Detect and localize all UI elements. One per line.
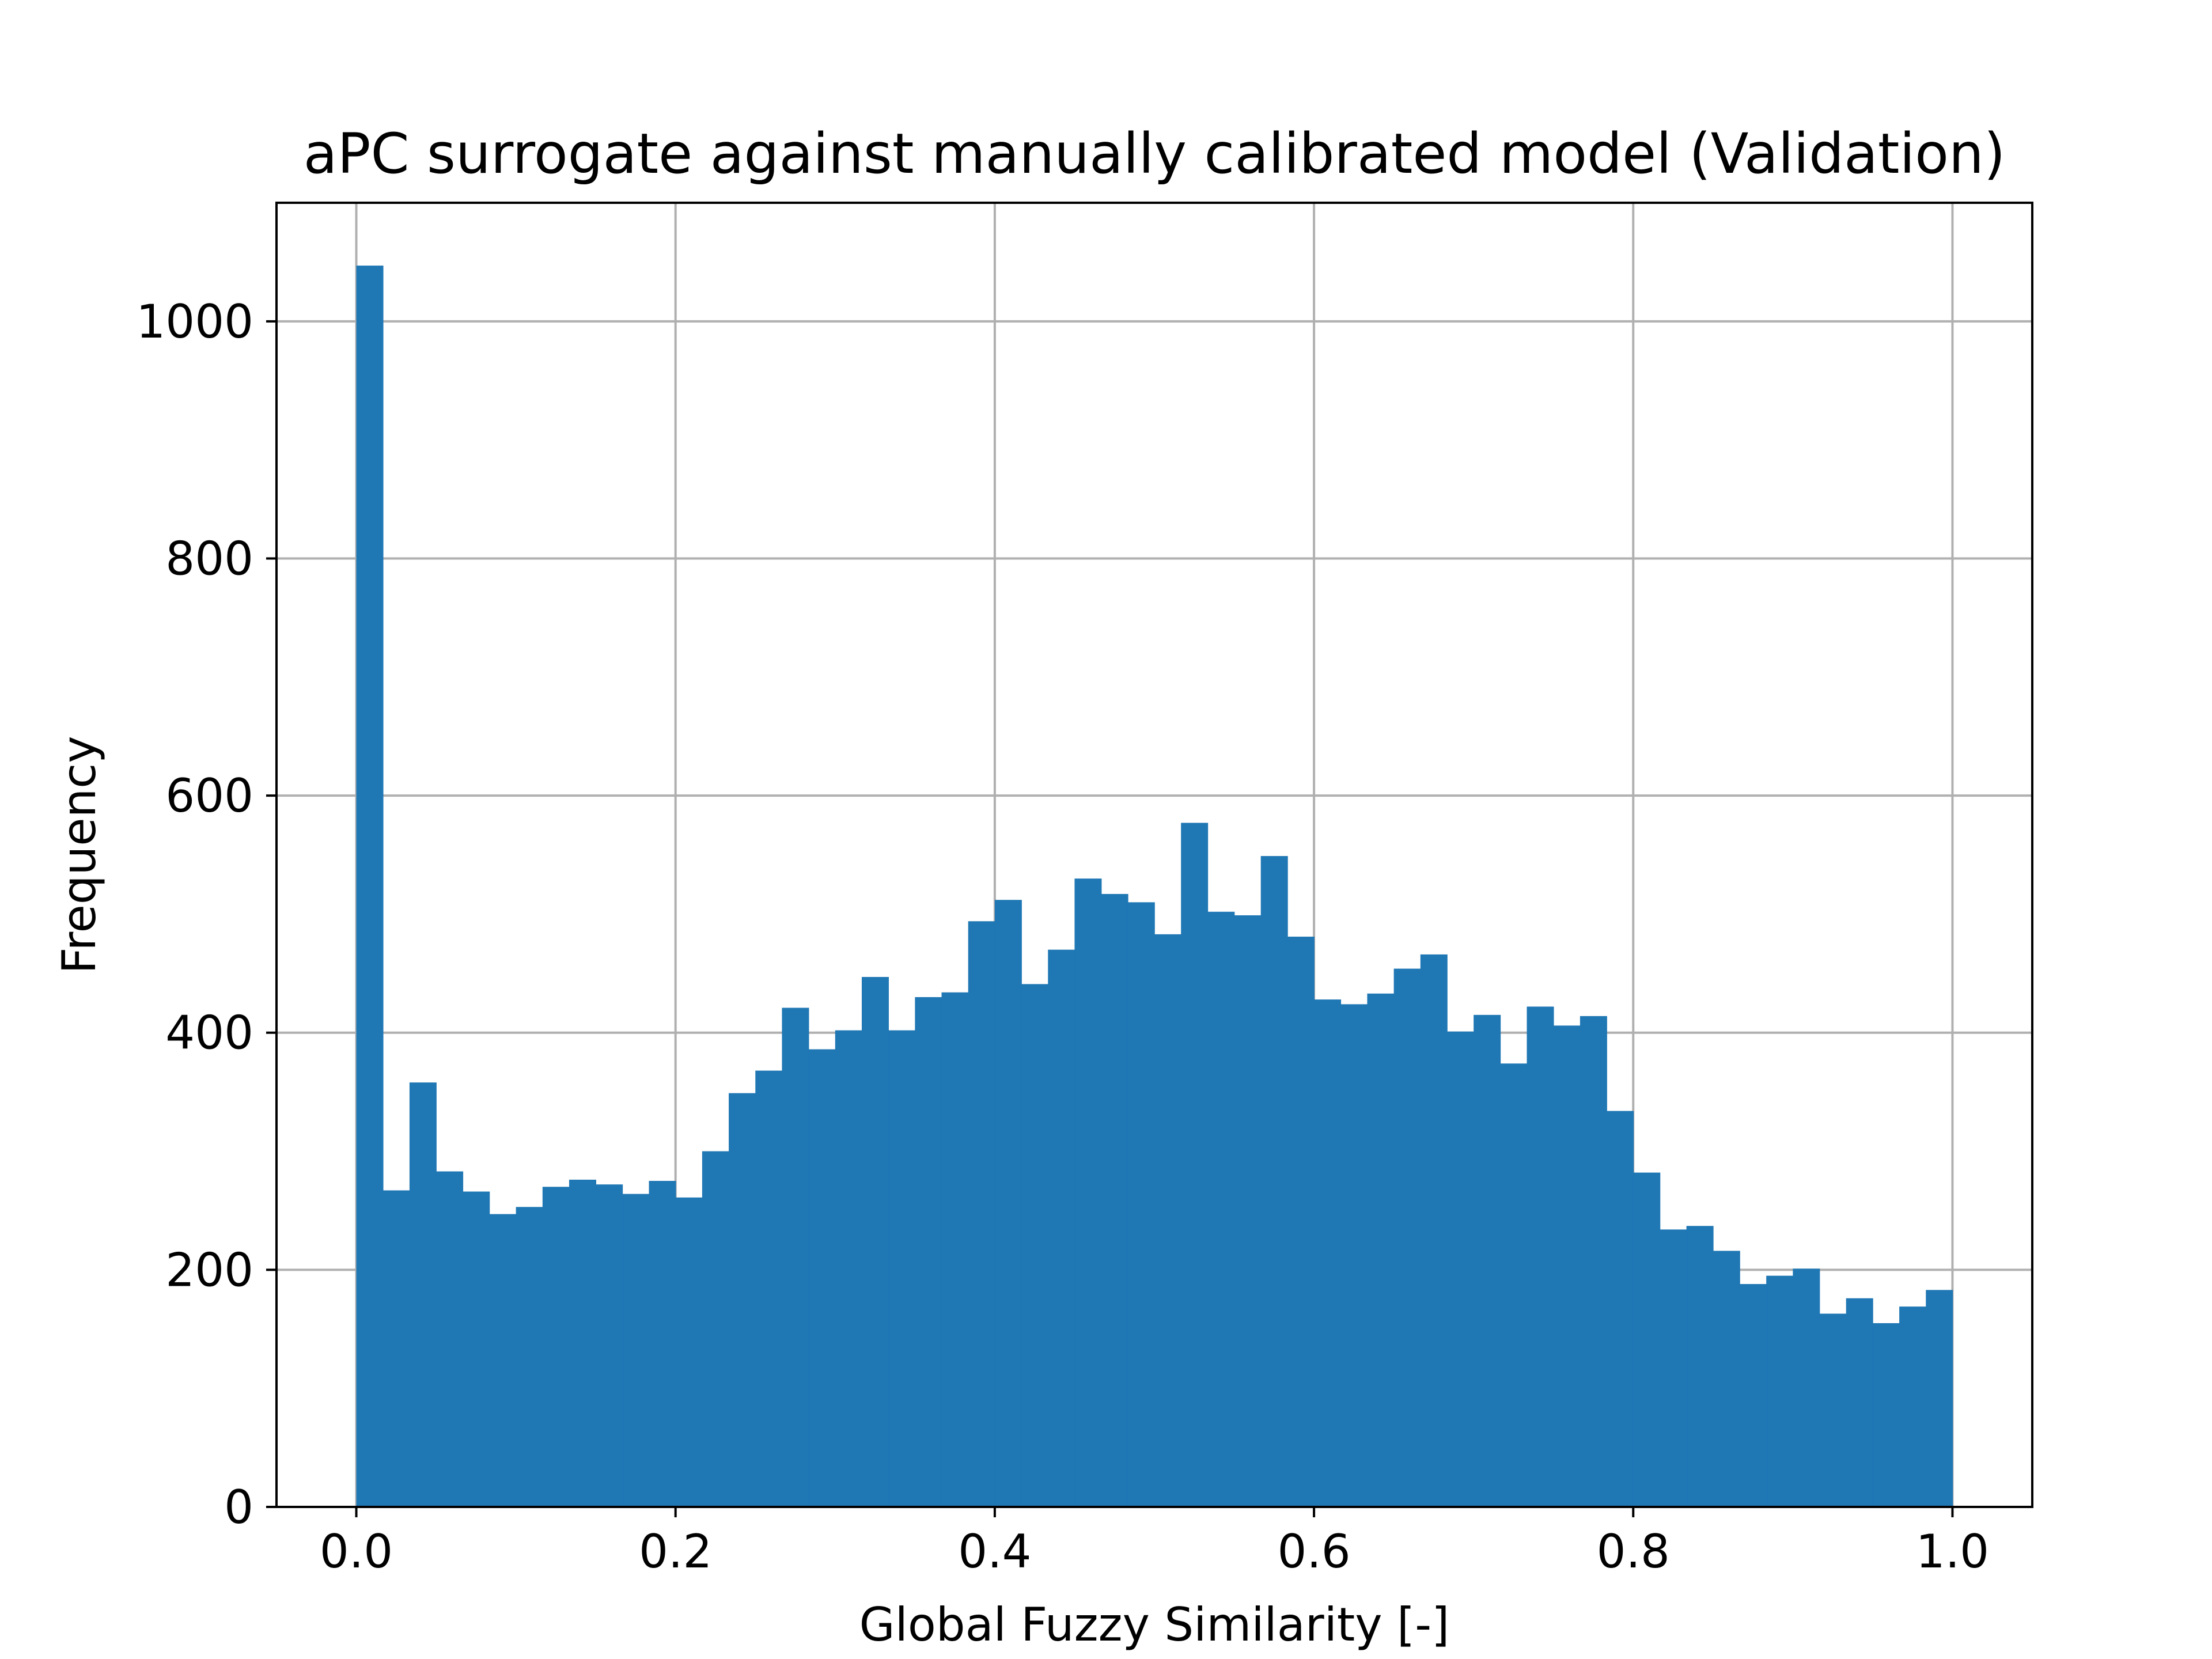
y-tick-label: 0 (224, 1480, 253, 1534)
histogram-bar (1819, 1313, 1847, 1507)
histogram-bar (941, 992, 969, 1507)
histogram-bar (994, 900, 1022, 1507)
axes (275, 202, 2033, 1508)
x-tick-label: 0.6 (1277, 1525, 1350, 1578)
x-tick-label: 0.0 (320, 1525, 393, 1578)
histogram-bar (1633, 1172, 1661, 1507)
x-tick-label: 0.4 (958, 1525, 1031, 1578)
histogram-bar (489, 1214, 517, 1507)
x-tick-label: 1.0 (1916, 1525, 1989, 1578)
histogram-bar (675, 1197, 703, 1507)
histogram-bar (1740, 1284, 1767, 1507)
histogram-bar (596, 1184, 623, 1507)
histogram-bar (1926, 1290, 1953, 1507)
histogram-bar (1021, 984, 1049, 1507)
histogram-bar (1713, 1251, 1740, 1507)
histogram-bar (1793, 1268, 1820, 1507)
histogram-bar (542, 1187, 570, 1507)
histogram-bar (1260, 856, 1288, 1507)
histogram-bar (1553, 1025, 1581, 1507)
histogram-bar (915, 997, 942, 1507)
histogram-bar (835, 1030, 862, 1507)
histogram-bar (1314, 999, 1342, 1507)
y-tick-label: 1000 (136, 295, 253, 349)
histogram-bar (729, 1093, 756, 1507)
histogram-bar (622, 1194, 650, 1507)
y-tick-label: 200 (165, 1243, 253, 1297)
histogram-bar (382, 1190, 410, 1507)
histogram-bar (1207, 911, 1235, 1507)
histogram-bar (1846, 1298, 1873, 1507)
histogram-bar (1607, 1111, 1634, 1507)
y-tick-label: 400 (165, 1006, 253, 1060)
histogram-bar (1686, 1226, 1714, 1507)
histogram-bar (1899, 1306, 1927, 1507)
histogram-bar (808, 1049, 836, 1507)
x-tick-label: 0.8 (1597, 1525, 1670, 1578)
histogram-bar (1420, 954, 1448, 1507)
histogram-bar (1074, 878, 1102, 1507)
histogram-bar (1340, 1004, 1368, 1507)
chart-title: aPC surrogate against manually calibrate… (304, 122, 2006, 186)
histogram-bar (1287, 937, 1315, 1507)
histogram-bar (436, 1171, 464, 1507)
histogram-bar (1660, 1229, 1687, 1507)
histogram-bar (862, 976, 889, 1507)
y-tick-label: 800 (165, 532, 253, 585)
histogram-bar (755, 1070, 783, 1507)
histogram-bars (356, 266, 1953, 1507)
histogram-bar (649, 1181, 676, 1507)
histogram-bar (463, 1191, 490, 1507)
histogram-bar (1101, 893, 1128, 1507)
histogram-bar (1181, 823, 1209, 1507)
histogram-bar (782, 1007, 809, 1507)
x-axis-label: Global Fuzzy Similarity [-] (859, 1598, 1450, 1652)
histogram-bar (1367, 993, 1395, 1507)
histogram-bar (702, 1151, 729, 1507)
histogram-bar (1872, 1323, 1900, 1507)
histogram-bar (1500, 1063, 1528, 1507)
histogram-bar (1127, 902, 1155, 1507)
histogram-bar (888, 1030, 916, 1507)
histogram-bar (1766, 1275, 1794, 1507)
ticks: 0.0 0.2 0.4 0.6 0.8 1.0 0 200 400 600 800 1000 (136, 295, 1989, 1578)
y-tick-label: 600 (165, 769, 253, 823)
histogram-bar (569, 1179, 596, 1507)
histogram-bar (1527, 1006, 1554, 1507)
histogram-bar (1154, 934, 1181, 1507)
y-axis-label: Frequency (52, 736, 106, 974)
histogram-bar (968, 921, 995, 1507)
histogram-bar (356, 266, 384, 1507)
plot-frame (275, 202, 2033, 1508)
histogram-bar (1393, 968, 1421, 1507)
histogram-bar (1580, 1016, 1607, 1507)
histogram-bar (1234, 915, 1262, 1507)
histogram-bar (1048, 949, 1075, 1507)
histogram-bar (409, 1082, 437, 1507)
histogram-bar (516, 1207, 543, 1507)
histogram-bar (1474, 1014, 1501, 1507)
x-tick-label: 0.2 (639, 1525, 712, 1578)
histogram-bar (1447, 1031, 1474, 1507)
